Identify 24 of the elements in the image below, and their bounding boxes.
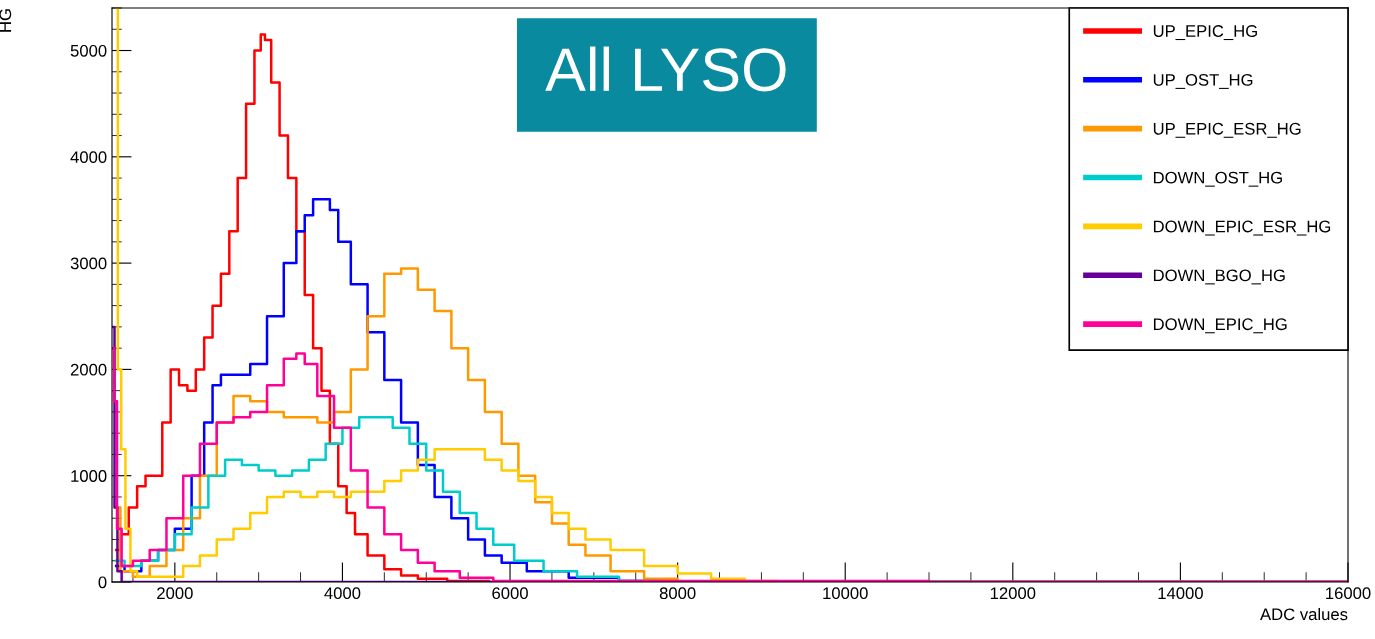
y-tick-label: 3000 [70, 257, 107, 270]
x-axis-title: ADC values [1260, 607, 1348, 621]
x-tick-label: 16000 [1326, 587, 1371, 600]
y-tick-label: 4000 [70, 151, 107, 164]
legend-label: DOWN_EPIC_HG [1153, 318, 1287, 334]
legend-label: UP_OST_HG [1153, 73, 1253, 89]
legend-label: UP_EPIC_ESR_HG [1153, 122, 1301, 138]
legend-label: DOWN_EPIC_ESR_HG [1153, 220, 1331, 236]
y-tick-label: 1000 [71, 470, 107, 482]
y-tick-label: 0 [98, 576, 107, 589]
x-tick-label: 8000 [659, 587, 696, 600]
x-tick-label: 14000 [1158, 587, 1203, 600]
x-tick-label: 4000 [324, 587, 361, 600]
x-tick-label: 10000 [823, 587, 868, 600]
legend-label: DOWN_OST_HG [1153, 171, 1282, 187]
legend-label: DOWN_BGO_HG [1153, 269, 1285, 285]
annotation: All LYSO [545, 46, 786, 92]
y-tick-label: 5000 [70, 44, 107, 57]
x-tick-label: 2000 [157, 587, 193, 600]
x-tick-label: 6000 [492, 587, 528, 600]
legend-label: UP_EPIC_HG [1153, 25, 1257, 41]
y-axis-title: HG [0, 9, 12, 32]
x-tick-label: 12000 [990, 587, 1036, 600]
y-tick-label: 2000 [70, 363, 107, 376]
